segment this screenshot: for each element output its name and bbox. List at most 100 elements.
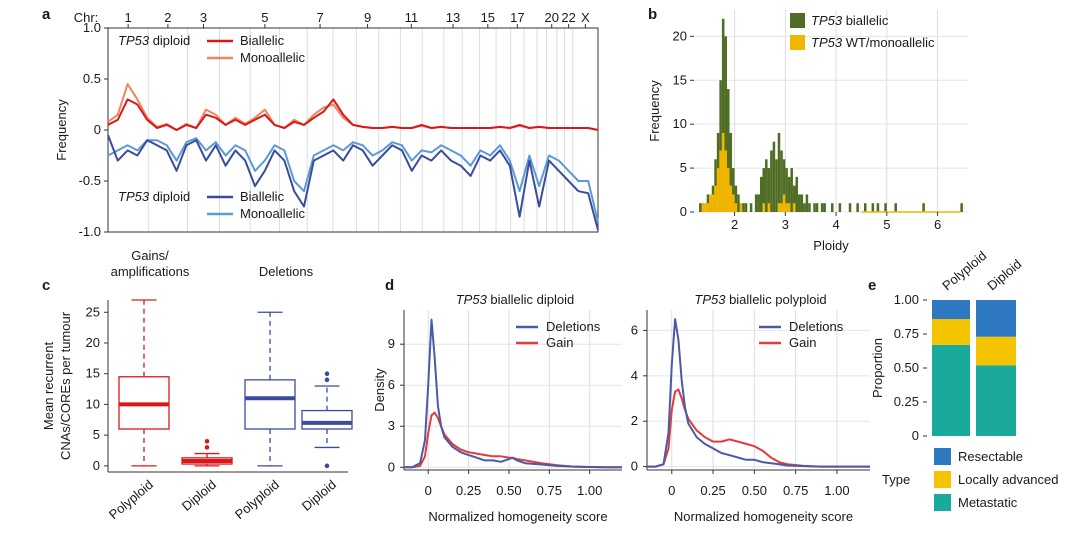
y-tick-label: 6 [388,377,395,392]
density-line [647,318,870,468]
y-tick-label: 15 [86,366,100,381]
biallelic-bar [876,203,880,212]
biallelic-bar [726,89,730,212]
biallelic-bar [863,203,867,212]
y-tick-label: 0 [94,122,101,137]
biallelic-bar [729,132,733,212]
y-axis-label: Mean recurrent [41,342,56,431]
monoallelic-bar [780,203,783,212]
monoallelic-bar [762,203,766,212]
biallelic-bar [734,185,738,212]
box [244,379,296,430]
panel-label-d: d [385,277,394,294]
biallelic-bar [765,159,768,212]
y-tick-label: -1.0 [79,224,101,239]
biallelic-bar [790,168,793,212]
biallelic-bar [823,203,826,212]
monoallelic-bar [706,203,710,212]
biallelic-bar [848,203,852,212]
y-tick-label: 0.50 [894,360,919,375]
monoallelic-bar [716,168,720,212]
group-label: amplifications [111,264,190,279]
legend-label: Gain [789,335,816,350]
x-category-label: Diploid [299,477,339,514]
stacked-bar-segment [976,336,1016,366]
y-axis-label: Density [372,368,387,412]
biallelic-bar [737,194,740,212]
y-tick-label: 20 [86,335,100,350]
panel-label-b: b [648,6,657,23]
y-tick-label: 5 [680,160,687,175]
bottom-legend-title: TP53 diploid [118,189,190,204]
y-tick-label: 0.25 [894,394,919,409]
biallelic-bar [775,159,778,212]
monoallelic-bar [714,185,717,212]
biallelic-bar [820,203,824,212]
biallelic-bar [894,203,897,212]
monoallelic-bar [732,194,735,212]
subplot-title: TP53 biallelic diploid [456,292,575,307]
biallelic-bar [780,150,783,212]
biallelic-bar [770,150,773,212]
biallelic-bar [792,185,796,212]
box [301,409,353,430]
x-tick-label: 4 [832,217,839,232]
legend-swatch [790,13,805,28]
monoallelic-bar [782,194,786,212]
legend-label: Locally advanced [958,472,1058,487]
series-line [107,134,599,231]
legend-label: Metastatic [958,495,1018,510]
y-tick-label: 0 [912,428,919,443]
chr-label: 22 [561,10,575,25]
x-tick-label: 0 [425,483,432,498]
biallelic-bar [744,203,748,212]
biallelic-bar [803,203,806,212]
x-tick-label: 0.25 [700,483,725,498]
x-category-label: Polyploid [106,477,156,522]
biallelic-bar [749,203,753,212]
stacked-bar-segment [932,344,970,436]
biallelic-bar [922,203,925,212]
x-category-label: Polyploid [939,248,989,293]
y-tick-label: 9 [388,336,395,351]
y-tick-label: 3 [388,418,395,433]
bottom-legend-label: Biallelic [240,189,285,204]
y-tick-label: 2 [631,413,638,428]
x-category-label: Polyploid [232,477,282,522]
biallelic-bar [757,194,760,212]
y-tick-label: 1.00 [894,292,919,307]
legend-label: Deletions [789,319,844,334]
x-axis-label: Ploidy [813,238,849,253]
subplot-title: TP53 biallelic polyploid [694,292,826,307]
biallelic-bar [742,203,745,212]
top-legend-title: TP53 diploid [118,33,190,48]
biallelic-bar [754,194,758,212]
x-category-label: Diploid [984,256,1024,293]
bottom-legend-label: Monoallelic [240,206,306,221]
biallelic-bar [831,203,834,212]
monoallelic-bar [729,185,733,212]
monoallelic-bar [739,203,743,212]
box-outlier [204,445,210,450]
stacked-bar-segment [932,300,970,320]
y-tick-label: 0.5 [83,71,101,86]
biallelic-bar [960,203,963,212]
monoallelic-bar [726,168,730,212]
x-tick-label: 2 [731,217,738,232]
biallelic-bar [838,203,842,212]
legend-label: Deletions [546,319,601,334]
biallelic-bar [815,203,819,212]
biallelic-bar [762,168,766,212]
legend-label: TP53 WT/monoallelic [811,35,935,50]
chr-label: 5 [261,10,268,25]
biallelic-bar [813,203,816,212]
density-line [404,318,622,469]
y-tick-label: 0 [631,459,638,474]
biallelic-bar [724,36,727,212]
legend-swatch [790,35,805,50]
x-tick-label: 5 [883,217,890,232]
chr-label: 7 [316,10,323,25]
y-tick-label: 0.75 [894,326,919,341]
stacked-bar-segment [932,319,970,345]
